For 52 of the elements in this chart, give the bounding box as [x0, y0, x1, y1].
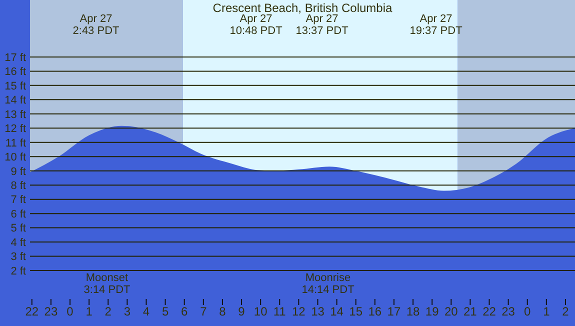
y-tick-label: 10 ft [4, 152, 26, 164]
x-tick-label: 22 [25, 304, 39, 319]
x-tick-label: 3 [124, 304, 131, 319]
y-tick-label: 4 ft [10, 236, 26, 249]
x-tick-label: 21 [464, 304, 478, 319]
y-tick-label: 15 ft [4, 80, 26, 92]
annotation: Apr 27 2:43 PDT [72, 13, 120, 37]
x-tick-label: 6 [181, 304, 188, 319]
annotation: Moonrise 14:14 PDT [302, 272, 355, 296]
y-tick-label: 17 ft [4, 52, 26, 64]
y-tick-label: 13 ft [4, 108, 26, 121]
y-tick-label: 11 ft [5, 137, 26, 150]
y-tick-label: 9 ft [10, 166, 26, 178]
x-tick-label: 8 [219, 304, 226, 319]
annotation: Apr 27 19:37 PDT [410, 13, 463, 37]
x-tick-label: 22 [482, 304, 496, 319]
y-tick-label: 8 ft [10, 180, 26, 192]
y-tick-label: 2 ft [10, 265, 26, 278]
annotation: Apr 27 13:37 PDT [296, 13, 349, 37]
chart-title: Crescent Beach, British Columbia [212, 1, 393, 15]
x-tick-label: 10 [254, 304, 268, 319]
annotation: Moonset 3:14 PDT [84, 272, 131, 296]
y-tick-label: 16 ft [4, 66, 26, 78]
x-tick-label: 4 [142, 304, 150, 319]
x-tick-label: 14 [330, 304, 344, 319]
x-tick-label: 1 [543, 304, 550, 319]
y-tick-label: 5 ft [10, 222, 26, 235]
x-tick-label: 0 [66, 304, 74, 319]
x-tick-label: 17 [387, 304, 401, 319]
x-tick-label: 15 [349, 304, 363, 319]
x-tick-label: 16 [368, 304, 382, 319]
x-tick-label: 11 [273, 304, 286, 319]
y-tick-label: 7 ft [10, 194, 26, 206]
x-tick-label: 23 [44, 304, 58, 319]
x-tick-label: 13 [311, 304, 325, 319]
x-tick-label: 9 [238, 304, 246, 319]
x-tick-label: 1 [86, 304, 93, 319]
y-tick-label: 12 ft [4, 123, 26, 136]
x-tick-label: 7 [200, 304, 208, 319]
annotation: Apr 27 10:48 PDT [230, 13, 283, 37]
x-tick-label: 2 [104, 304, 112, 319]
x-tick-label: 20 [444, 304, 458, 319]
x-tick-label: 19 [425, 304, 440, 319]
x-tick-label: 18 [406, 304, 420, 319]
x-tick-label: 2 [562, 304, 570, 319]
y-tick-label: 6 ft [10, 208, 26, 220]
y-tick-label: 14 ft [4, 94, 26, 107]
x-tick-label: 0 [524, 304, 532, 319]
x-tick-label: 12 [292, 304, 306, 319]
y-tick-label: 3 ft [10, 251, 26, 264]
x-tick-label: 5 [162, 304, 169, 319]
x-tick-label: 23 [502, 304, 516, 319]
